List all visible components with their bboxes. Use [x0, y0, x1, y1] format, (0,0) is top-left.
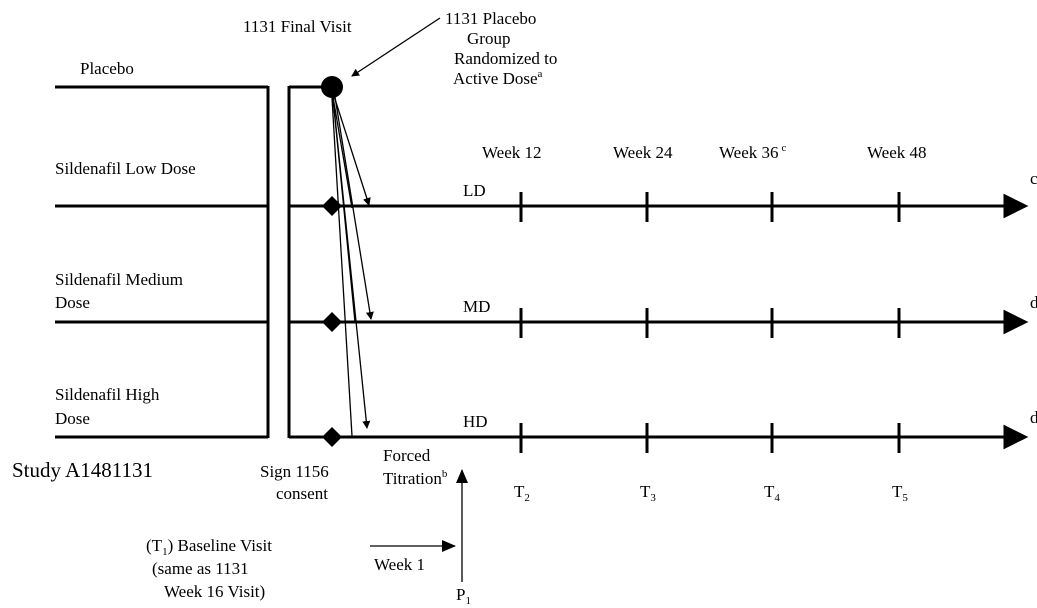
- label: Sildenafil High: [55, 385, 160, 404]
- arm-label: MD: [463, 297, 490, 316]
- text-part: Week 12: [482, 143, 542, 162]
- label: Sildenafil Medium: [55, 270, 183, 289]
- label: (same as 1131: [152, 559, 249, 578]
- label: P1: [456, 585, 471, 607]
- text-part: T: [514, 482, 525, 501]
- timepoint: T4: [764, 482, 780, 504]
- structure: [55, 17, 1029, 582]
- label: Group: [467, 29, 510, 48]
- label: Dose: [55, 409, 90, 428]
- label: Study A1481131: [12, 458, 153, 482]
- text-part: Week 36: [719, 143, 779, 162]
- label: 1131 Placebo: [445, 9, 536, 28]
- label: Active Dosea: [453, 68, 543, 88]
- text-part: 3: [650, 492, 656, 504]
- label: Week 16 Visit): [164, 582, 265, 601]
- label: (T1) Baseline Visit: [146, 536, 272, 558]
- week-label: Week 24: [613, 143, 673, 162]
- timepoint: T2: [514, 482, 530, 504]
- text-part: 4: [774, 492, 780, 504]
- arm-label: HD: [463, 412, 488, 431]
- week-label: Week 36 c: [719, 142, 787, 162]
- text-part: T: [640, 482, 651, 501]
- text-part: 5: [902, 492, 908, 504]
- timepoint: T3: [640, 482, 656, 504]
- text-part: T: [892, 482, 903, 501]
- text-part: Week 24: [613, 143, 673, 162]
- label: Randomized to: [454, 49, 557, 68]
- text-part: T: [764, 482, 775, 501]
- end-note: c: [1030, 169, 1037, 188]
- arm-label: LD: [463, 181, 486, 200]
- timepoint: T5: [892, 482, 908, 504]
- week-label: Week 12: [482, 143, 542, 162]
- label: Titrationb: [383, 468, 448, 488]
- label: consent: [276, 484, 328, 503]
- labels: Placebo 1131 Final Visit 1131 Placebo Gr…: [12, 9, 557, 607]
- label: Forced: [383, 446, 431, 465]
- text-part: c: [782, 142, 787, 154]
- label: Week 1: [374, 555, 425, 574]
- label: 1131 Final Visit: [243, 17, 352, 36]
- label: Placebo: [80, 59, 134, 78]
- label: Dose: [55, 293, 90, 312]
- week-label: Week 48: [867, 143, 927, 162]
- end-note: d: [1030, 408, 1037, 427]
- label: Sildenafil Low Dose: [55, 159, 196, 178]
- text-part: Week 48: [867, 143, 927, 162]
- label: Sign 1156: [260, 462, 329, 481]
- text-part: 2: [524, 492, 530, 504]
- end-note: d: [1030, 293, 1037, 312]
